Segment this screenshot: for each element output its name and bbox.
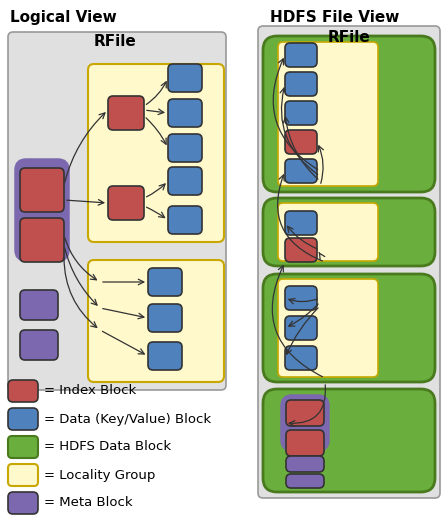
Text: RFile: RFile	[94, 34, 136, 49]
FancyBboxPatch shape	[20, 168, 64, 212]
FancyBboxPatch shape	[258, 26, 440, 498]
Text: RFile: RFile	[327, 31, 370, 46]
Text: = Index Block: = Index Block	[44, 384, 136, 398]
FancyBboxPatch shape	[16, 160, 68, 260]
FancyBboxPatch shape	[263, 36, 435, 192]
FancyBboxPatch shape	[285, 238, 317, 262]
FancyBboxPatch shape	[168, 206, 202, 234]
FancyBboxPatch shape	[285, 316, 317, 340]
FancyBboxPatch shape	[286, 456, 324, 472]
FancyBboxPatch shape	[8, 464, 38, 486]
FancyBboxPatch shape	[282, 396, 328, 450]
FancyBboxPatch shape	[8, 380, 38, 402]
FancyBboxPatch shape	[285, 286, 317, 310]
FancyBboxPatch shape	[20, 218, 64, 262]
FancyBboxPatch shape	[278, 42, 378, 186]
FancyBboxPatch shape	[8, 408, 38, 430]
FancyBboxPatch shape	[278, 203, 378, 261]
FancyBboxPatch shape	[285, 72, 317, 96]
FancyBboxPatch shape	[148, 304, 182, 332]
Text: = Meta Block: = Meta Block	[44, 497, 133, 509]
FancyBboxPatch shape	[168, 167, 202, 195]
Text: HDFS File View: HDFS File View	[270, 10, 399, 25]
FancyBboxPatch shape	[286, 430, 324, 456]
FancyBboxPatch shape	[168, 134, 202, 162]
Text: = Locality Group: = Locality Group	[44, 469, 155, 481]
FancyBboxPatch shape	[285, 43, 317, 67]
FancyBboxPatch shape	[8, 492, 38, 514]
FancyBboxPatch shape	[148, 268, 182, 296]
FancyBboxPatch shape	[168, 64, 202, 92]
FancyBboxPatch shape	[263, 389, 435, 492]
Text: = HDFS Data Block: = HDFS Data Block	[44, 440, 171, 454]
FancyBboxPatch shape	[286, 400, 324, 426]
FancyBboxPatch shape	[148, 342, 182, 370]
FancyBboxPatch shape	[285, 101, 317, 125]
FancyBboxPatch shape	[20, 330, 58, 360]
FancyBboxPatch shape	[278, 279, 378, 377]
FancyBboxPatch shape	[285, 130, 317, 154]
Text: Logical View: Logical View	[10, 10, 117, 25]
FancyBboxPatch shape	[88, 260, 224, 382]
FancyBboxPatch shape	[20, 290, 58, 320]
FancyBboxPatch shape	[285, 346, 317, 370]
FancyBboxPatch shape	[108, 186, 144, 220]
FancyBboxPatch shape	[286, 474, 324, 488]
FancyBboxPatch shape	[108, 96, 144, 130]
FancyBboxPatch shape	[168, 99, 202, 127]
FancyBboxPatch shape	[8, 32, 226, 390]
FancyBboxPatch shape	[263, 274, 435, 382]
FancyBboxPatch shape	[8, 436, 38, 458]
FancyBboxPatch shape	[285, 159, 317, 183]
FancyBboxPatch shape	[263, 198, 435, 266]
FancyBboxPatch shape	[88, 64, 224, 242]
FancyBboxPatch shape	[285, 211, 317, 235]
Text: = Data (Key/Value) Block: = Data (Key/Value) Block	[44, 412, 211, 426]
